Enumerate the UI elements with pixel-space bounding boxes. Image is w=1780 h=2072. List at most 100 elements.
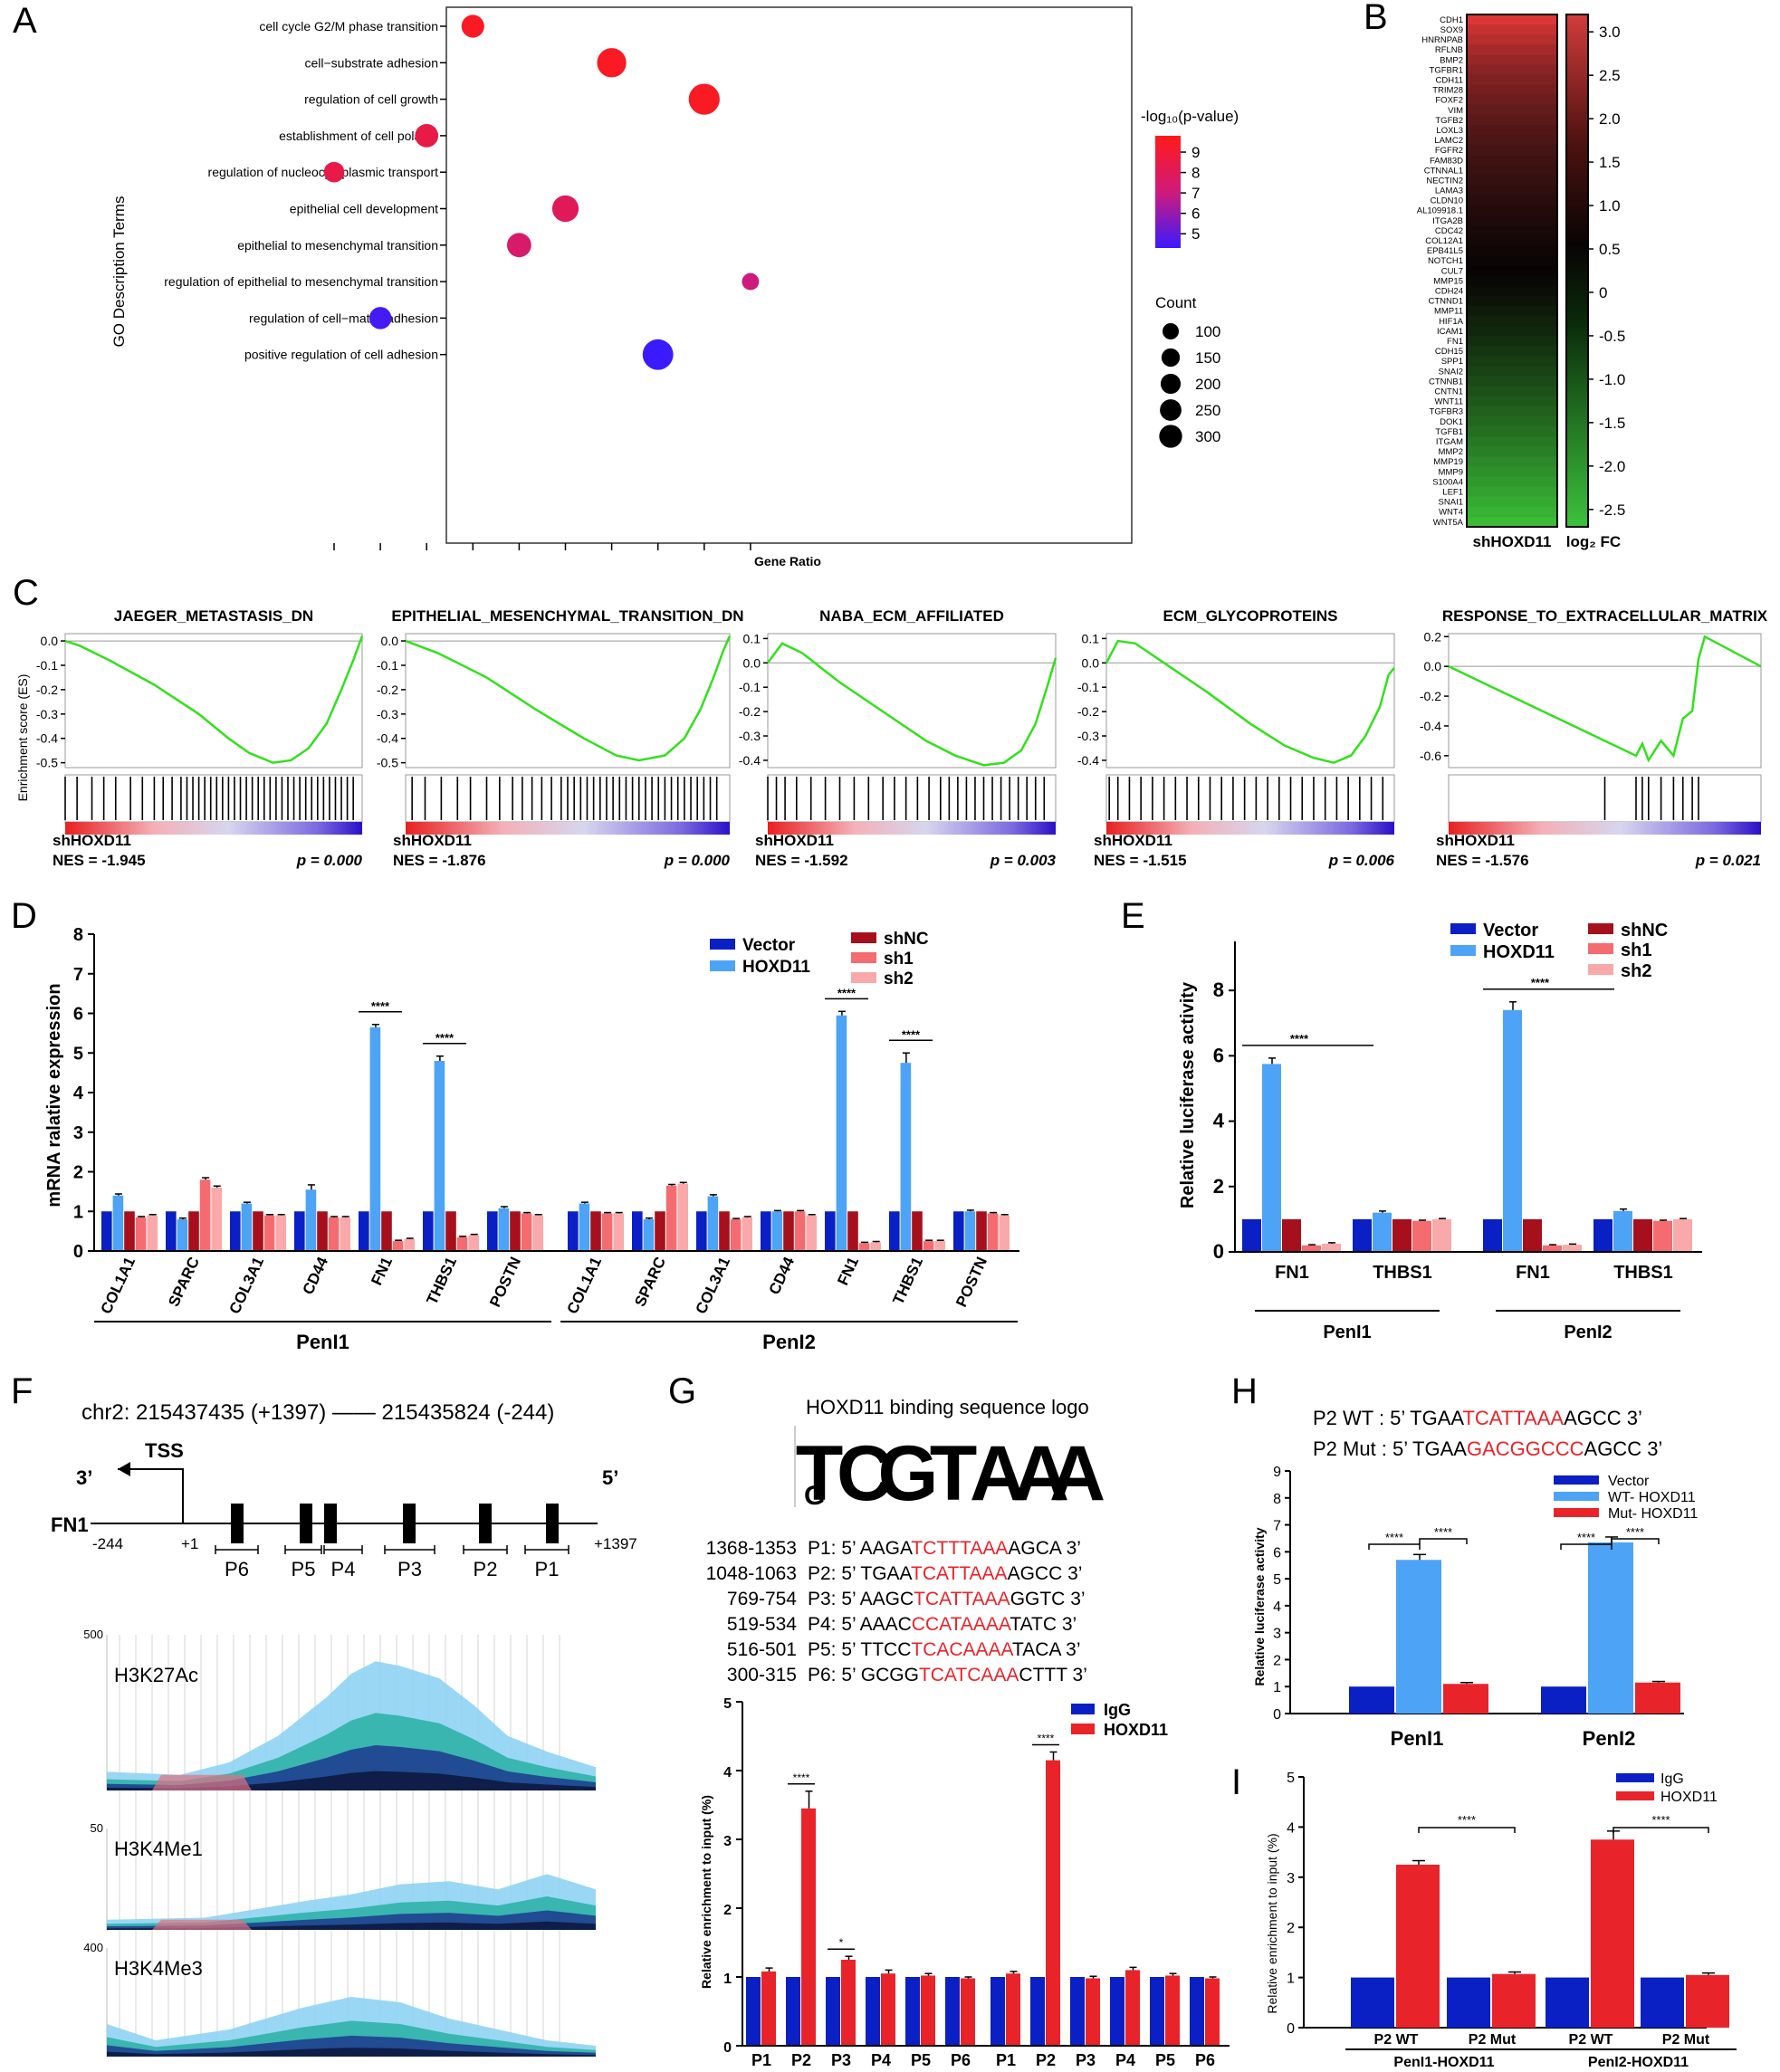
y-tick-label: 3 xyxy=(1287,1871,1295,1886)
y-tick-label: 8 xyxy=(73,925,83,945)
bar xyxy=(961,1978,975,2046)
seq-core: TCATCAAA xyxy=(919,1665,1019,1685)
bar xyxy=(135,1217,147,1251)
bar xyxy=(445,1211,456,1251)
heatmap-xlabel: shHOXD11 xyxy=(1473,533,1552,550)
seq-pre: AAAC xyxy=(856,1614,912,1635)
bar xyxy=(921,1975,935,2046)
category-label: P1 xyxy=(996,2051,1016,2069)
category-label: THBS1 xyxy=(1373,1263,1432,1283)
gene-label: TGFBR3 xyxy=(1430,407,1463,417)
seq-id: P1: 5’ xyxy=(808,1538,856,1559)
bar xyxy=(613,1213,624,1251)
seq-id: P3: 5’ xyxy=(808,1589,856,1609)
gene-label: CUL7 xyxy=(1441,266,1463,276)
legend-label: shNC xyxy=(884,930,929,949)
bar xyxy=(1262,1064,1281,1252)
legend-label: WT- HOXD11 xyxy=(1608,1490,1696,1505)
bar xyxy=(521,1213,532,1251)
tss-arrow xyxy=(118,1468,184,1523)
es-curve xyxy=(405,635,732,762)
gene-label: SNAI2 xyxy=(1439,367,1463,377)
es-tick-label: -0.5 xyxy=(36,756,58,770)
bar xyxy=(434,1061,445,1251)
bar xyxy=(1086,1978,1100,2046)
heatmap-cell xyxy=(1467,396,1557,407)
category-label: CD44 xyxy=(300,1254,332,1297)
es-tick-label: 0.0 xyxy=(41,634,59,648)
binding-site-box xyxy=(300,1504,312,1543)
heatmap-cell xyxy=(1467,175,1557,186)
bar xyxy=(1282,1218,1301,1252)
panel-a-xlabel: Gene Ratio xyxy=(754,554,821,568)
gsea-nes: NES = -1.945 xyxy=(53,852,146,869)
bar xyxy=(1541,1686,1586,1714)
go-dot xyxy=(507,233,531,258)
bar xyxy=(1046,1760,1060,2046)
track-ymax: 500 xyxy=(83,1628,103,1641)
y-tick-label: 8 xyxy=(1273,1492,1281,1507)
cbar-tick-label: 2.5 xyxy=(1599,67,1621,84)
bar xyxy=(166,1211,177,1251)
region-bracket xyxy=(323,1545,363,1554)
y-tick-label: 4 xyxy=(73,1084,84,1103)
size-dot xyxy=(1159,425,1182,448)
bar xyxy=(1613,1210,1632,1252)
legend-swatch xyxy=(1616,1773,1654,1782)
es-tick-label: -0.5 xyxy=(377,756,398,770)
category-label: POSTN xyxy=(952,1255,990,1310)
go-term-labels: cell cycle G2/M phase transition cell−sub… xyxy=(164,19,446,362)
gene-label: MMP19 xyxy=(1433,457,1463,467)
bar xyxy=(900,1063,912,1251)
bar xyxy=(742,1217,752,1251)
panel-f: F chr2: 215437435 (+1397) —— 215435824 (… xyxy=(11,1371,637,2057)
region-bracket xyxy=(384,1545,435,1554)
go-dot xyxy=(461,14,484,38)
seq-line: P5: 5’ TTCCTCACAAAATACA 3’ xyxy=(808,1639,1081,1660)
bar xyxy=(1633,1218,1652,1252)
heatmap-cell xyxy=(1467,34,1557,45)
count-legend-title: Count xyxy=(1155,294,1197,311)
bar xyxy=(263,1215,275,1251)
legend-swatch xyxy=(710,939,735,950)
heatmap-cell xyxy=(1467,426,1557,437)
three-prime-label: 3’ xyxy=(76,1466,92,1489)
panel-e-ylabel: Relative luciferase activity xyxy=(1178,981,1198,1208)
legend-label: IgG xyxy=(1104,1701,1131,1719)
panel-i: I Relative enrichment to input (%) 0 1 2 3 4… xyxy=(1231,1762,1737,2070)
bar xyxy=(730,1219,742,1251)
seq-range: 769-754 xyxy=(727,1589,797,1609)
bar xyxy=(1443,1684,1488,1714)
gene-label: NECTIN2 xyxy=(1426,176,1463,186)
es-tick-label: 0.1 xyxy=(1082,631,1100,645)
category-label: P3 xyxy=(1076,2051,1096,2069)
y-tick-label: 4 xyxy=(1273,1599,1281,1615)
category-label: P5 xyxy=(1155,2051,1175,2069)
hits-frame xyxy=(1105,774,1395,823)
cbar-tick-label: 1.5 xyxy=(1599,154,1621,171)
gsea-p: p = 0.006 xyxy=(1328,852,1395,869)
bar xyxy=(1205,1978,1220,2046)
panel-a-label: A xyxy=(13,1,37,41)
bar xyxy=(568,1211,579,1251)
legend-swatch xyxy=(1588,923,1613,934)
bar xyxy=(1150,1977,1164,2046)
bar xyxy=(999,1215,1010,1251)
mut-sequence: P2 Mut : 5’ TGAAGACGGCCCAGCC 3’ xyxy=(1313,1437,1662,1460)
pos-tss: +1 xyxy=(181,1535,198,1552)
binding-sequences: 1368-1353 P1: 5’ AAGATCTTTAAAAGCA 3’ 1048-… xyxy=(706,1538,1087,1685)
seq-id: P2: 5’ xyxy=(808,1563,856,1584)
gene-label: FOXF2 xyxy=(1435,96,1463,106)
heatmap-cell xyxy=(1467,135,1557,146)
gene-label: SNAI1 xyxy=(1439,498,1463,508)
heatmap-cell xyxy=(1467,295,1557,307)
category-label: P2 Mut xyxy=(1662,2032,1710,2048)
y-tick-label: 5 xyxy=(1273,1572,1281,1588)
y-tick-label: 6 xyxy=(73,1005,83,1025)
sig-label: **** xyxy=(1626,1525,1644,1539)
bar xyxy=(987,1213,999,1251)
go-dot xyxy=(742,272,760,291)
gsea-title: ECM_GLYCOPROTEINS xyxy=(1163,607,1337,625)
gene-label: CTNNB1 xyxy=(1429,377,1463,387)
bar xyxy=(1302,1245,1321,1252)
